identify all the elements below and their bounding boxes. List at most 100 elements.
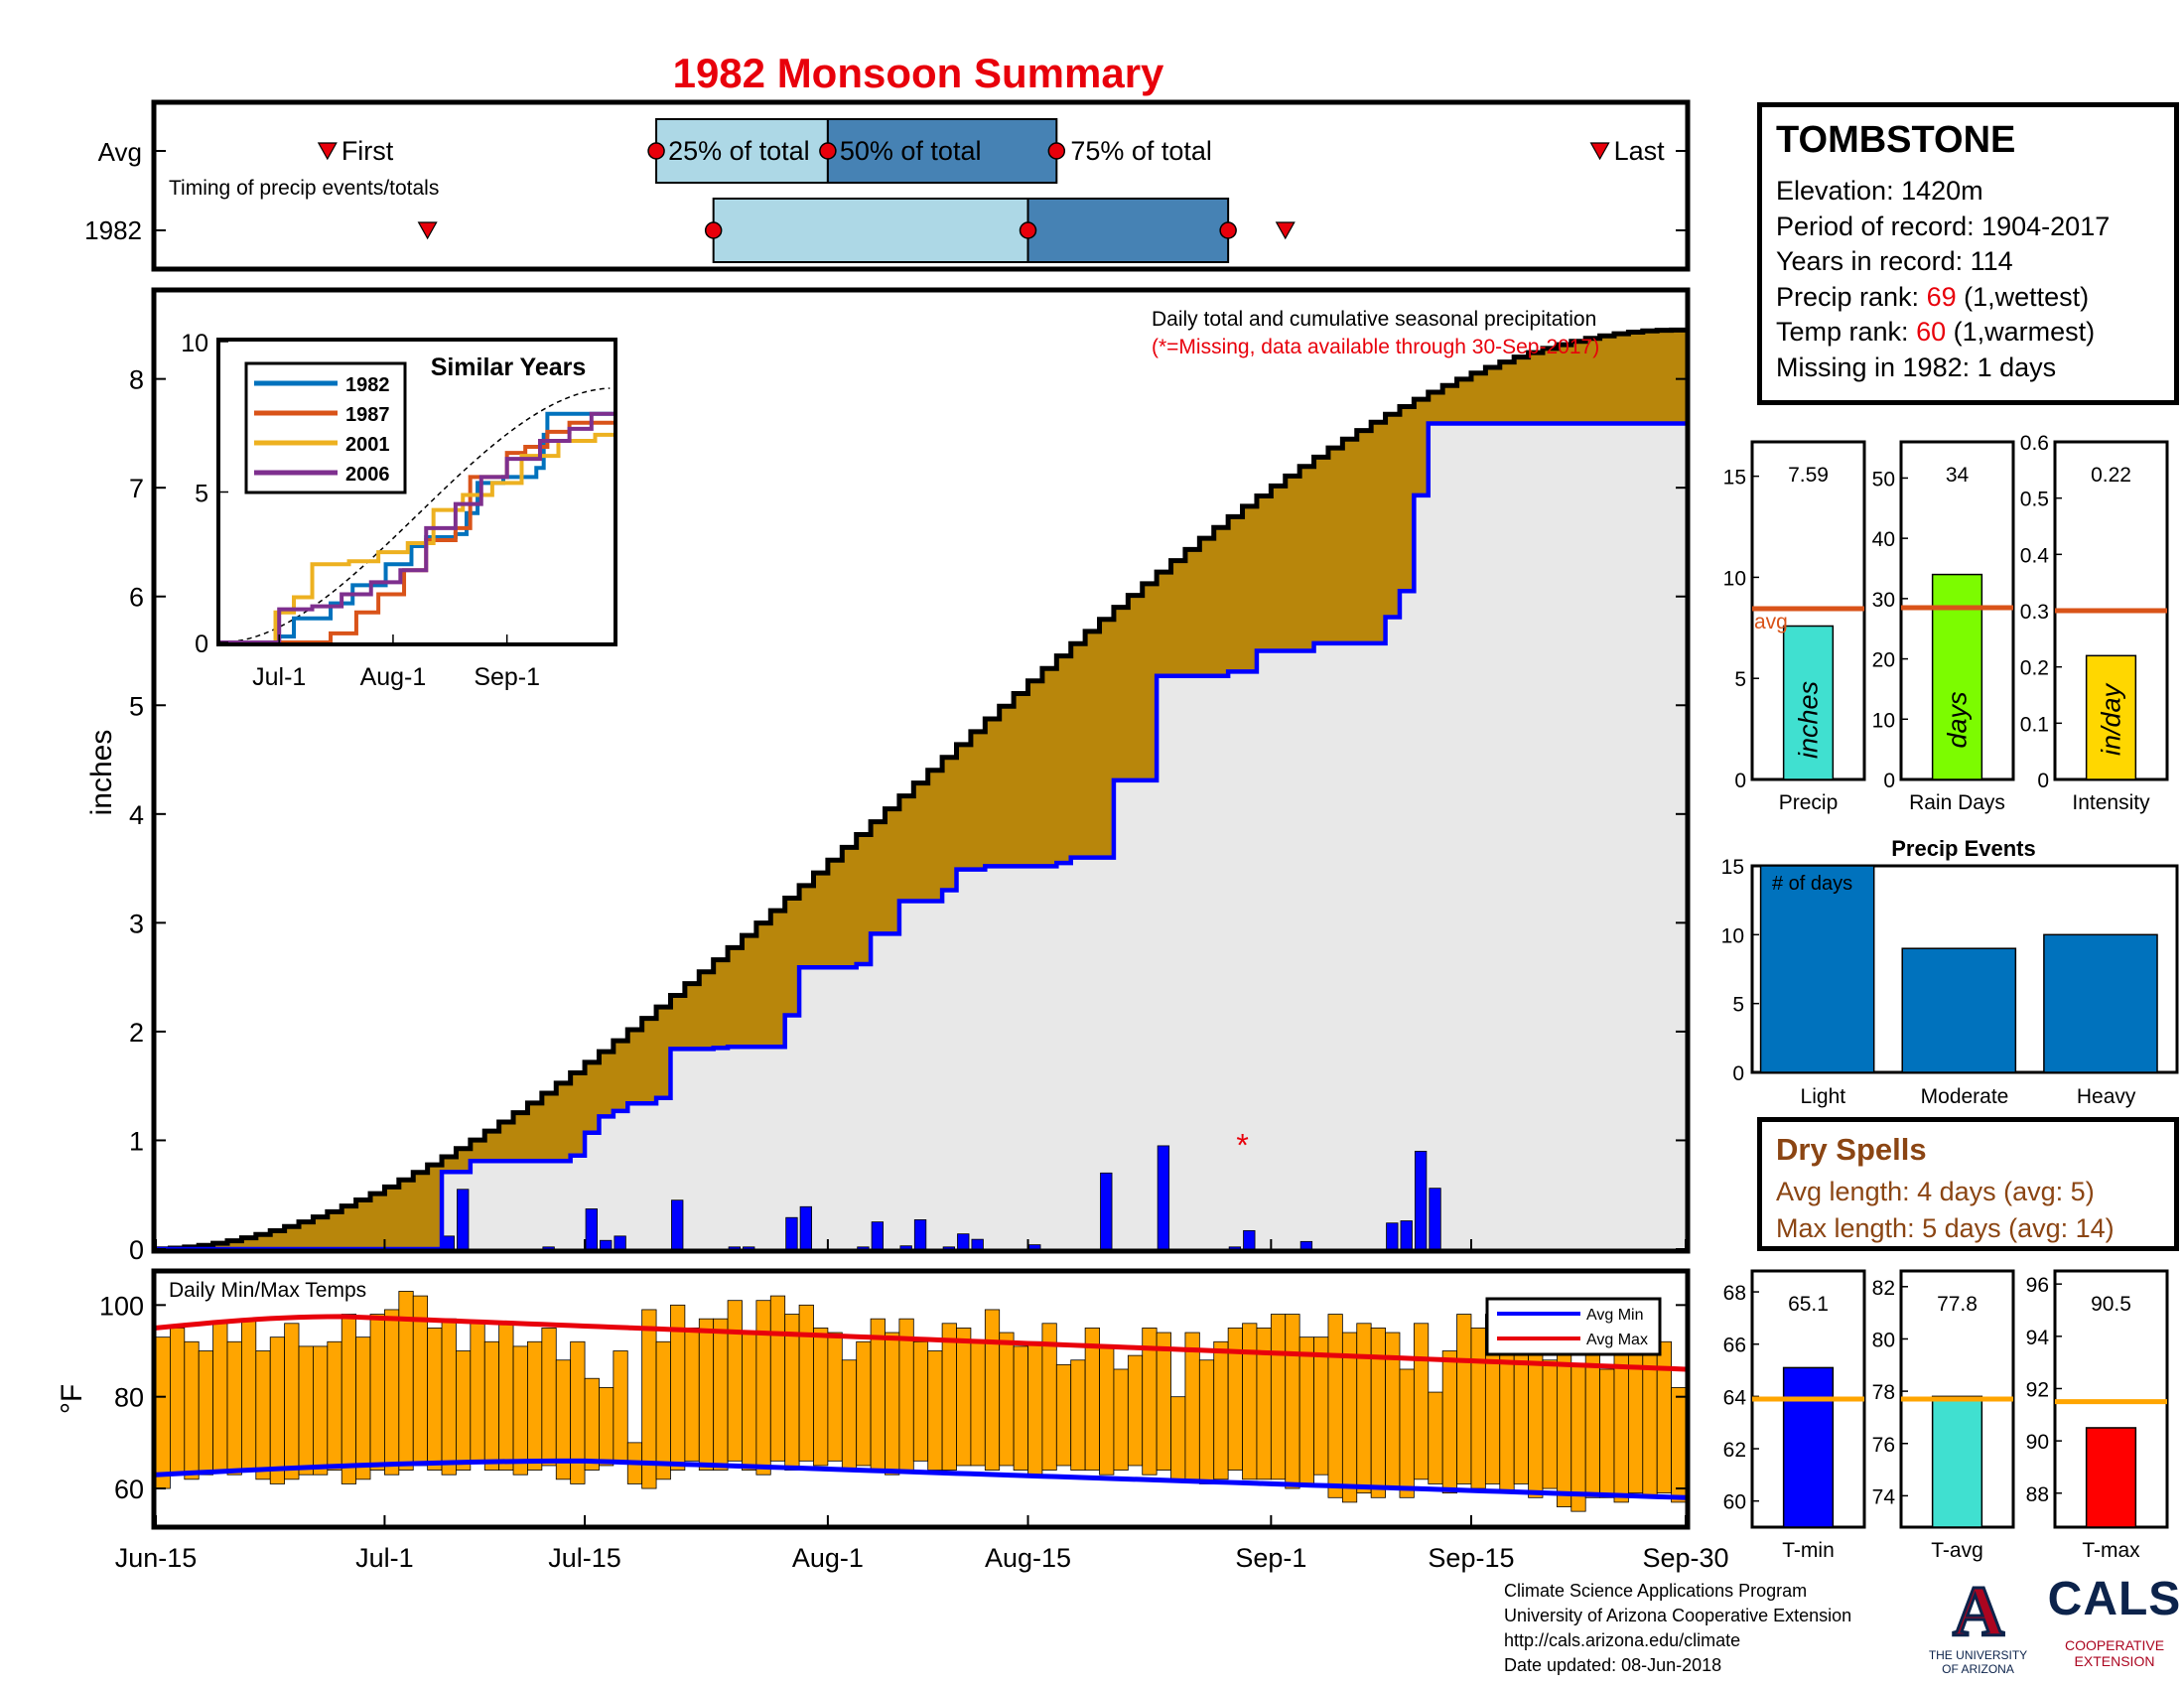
university-of-arizona-logo: A THE UNIVERSITY OF ARIZONA xyxy=(1921,1571,2035,1677)
x-tick-label: Aug-1 xyxy=(792,1543,864,1573)
precip-rank-value: 69 xyxy=(1926,281,1957,312)
daily-precip-bar xyxy=(913,1219,927,1250)
cals-logo-text: CALS xyxy=(2047,1573,2182,1625)
temp-range-bar xyxy=(155,1336,171,1489)
daily-precip-bar xyxy=(1243,1229,1256,1250)
timing-percentile-marker xyxy=(1047,142,1066,160)
cals-logo: CALS COOPERATIVE EXTENSION xyxy=(2045,1573,2184,1670)
timing-row-label-year: 1982 xyxy=(84,215,142,245)
temp-title: Daily Min/Max Temps xyxy=(169,1279,366,1302)
temp-range-bar xyxy=(813,1328,829,1467)
temp-range-bar xyxy=(1099,1345,1115,1476)
temp-range-bar xyxy=(1013,1345,1028,1471)
panel-category-label: Intensity xyxy=(2072,791,2150,814)
y-tick-label: 7 xyxy=(129,474,144,503)
temp-range-bar xyxy=(1599,1368,1615,1498)
year-cumulative-line xyxy=(156,421,1686,1252)
panel-bar xyxy=(2085,1427,2137,1528)
temp-rank-value: 60 xyxy=(1916,317,1947,347)
temp-axes: 60 80 100 xyxy=(99,1291,1687,1525)
timing-percentile-marker xyxy=(819,142,837,160)
temp-range-bar xyxy=(1441,1350,1457,1494)
panel-y-tick-label: 82 xyxy=(1872,1277,1895,1300)
temp-range-bar xyxy=(298,1345,314,1476)
temp-range-bar xyxy=(1070,1359,1086,1471)
panel-unit-label: days xyxy=(1943,691,1973,748)
temp-range-bar xyxy=(384,1309,400,1476)
temp-range-bar xyxy=(341,1314,357,1484)
panel-t_min: 60 62 64 66 68 65.1 T-min xyxy=(1723,1269,1866,1562)
precip-rank-suffix: (1,wettest) xyxy=(1956,281,2090,312)
panel-y-tick-label: 0.5 xyxy=(2020,489,2049,511)
timing-last-label: Last xyxy=(1614,136,1666,166)
temp-range-bar xyxy=(255,1350,271,1480)
main-annotation-missing: (*=Missing, data available through 30-Se… xyxy=(1152,336,1599,358)
temp-rank: Temp rank: 60 (1,warmest) xyxy=(1776,315,2160,351)
main-plot-content: * xyxy=(153,292,1686,1252)
panel-rain_days: 0 10 20 30 40 50 34 Rain Days days xyxy=(1872,440,2015,814)
timing-percentile-marker xyxy=(1019,221,1037,239)
panel-category-label: T-max xyxy=(2082,1539,2140,1562)
panel-y-tick-label: 78 xyxy=(1872,1381,1895,1404)
panel-unit-label: inches xyxy=(1794,681,1824,759)
inset-legend: 1982 1987 2001 2006 xyxy=(244,361,407,494)
temp-range-bar xyxy=(1055,1363,1072,1467)
panel-value-label: 65.1 xyxy=(1788,1293,1829,1316)
y-tick-label: 8 xyxy=(129,365,144,395)
temp-range-bar xyxy=(313,1345,329,1476)
temp-range-bar xyxy=(970,1340,986,1467)
avg-cumulative-line xyxy=(153,327,1686,1252)
inset-series-2006 xyxy=(220,411,614,644)
timing-caption: Timing of precip events/totals xyxy=(169,177,439,200)
missing-data-marker: * xyxy=(1236,1127,1248,1163)
daily-precip-bar xyxy=(1028,1244,1041,1250)
daily-precip-bar xyxy=(1414,1151,1428,1250)
temp-range-bar xyxy=(184,1340,200,1480)
panel-y-tick-label: 88 xyxy=(2026,1483,2049,1506)
panel-y-tick-label: 0 xyxy=(1883,770,1895,792)
temp-range-bar xyxy=(284,1323,300,1480)
temp-range-bar xyxy=(355,1336,371,1480)
daily-precip-bar xyxy=(457,1189,470,1250)
footer-line-1: Climate Science Applications Program xyxy=(1504,1581,1808,1601)
panel-y-tick-label: 94 xyxy=(2026,1327,2050,1349)
temp-range-bar xyxy=(1170,1396,1186,1480)
temp-range-bar xyxy=(1327,1314,1343,1498)
ua-logo-text-1: THE UNIVERSITY xyxy=(1928,1648,2028,1662)
y-tick-label: 4 xyxy=(129,800,144,830)
daily-precip-bar xyxy=(671,1199,684,1250)
panel-bar xyxy=(1782,1366,1835,1528)
x-tick-label: Sep-1 xyxy=(1235,1543,1306,1573)
daily-precip-bar xyxy=(1157,1145,1170,1250)
temp-range-bar xyxy=(212,1323,228,1471)
temp-range-bar xyxy=(1399,1368,1415,1498)
panel-bar xyxy=(2085,654,2137,780)
temp-plot-content xyxy=(155,1273,1687,1525)
panel-y-tick-label: 0.3 xyxy=(2020,601,2049,624)
temp-range-bar xyxy=(742,1332,757,1471)
panel-y-tick-label: 5 xyxy=(1732,994,1744,1017)
dry-spells-box: Dry Spells Avg length: 4 days (avg: 5) M… xyxy=(1757,1117,2179,1251)
timing-box-late xyxy=(1026,198,1230,263)
inset-legend-label: 2001 xyxy=(345,434,390,456)
footer-line-3[interactable]: http://cals.arizona.edu/climate xyxy=(1504,1630,1741,1650)
ua-logo-letter: A xyxy=(1953,1574,2004,1643)
panel-y-tick-label: 60 xyxy=(1723,1491,1746,1514)
timing-75-label: 75% of total xyxy=(1070,136,1212,166)
inset-legend-label: 2006 xyxy=(345,464,390,486)
y-tick-label: 2 xyxy=(129,1018,144,1048)
panel-y-tick-label: 0.2 xyxy=(2020,657,2049,680)
temp-range-bar xyxy=(1184,1332,1200,1480)
panel-value-label: 90.5 xyxy=(2091,1293,2131,1316)
temp-range-bar xyxy=(1456,1314,1472,1484)
timing-triangle-marker xyxy=(317,142,338,161)
panel-y-tick-label: 90 xyxy=(2026,1431,2049,1454)
panel-value-label: 7.59 xyxy=(1788,464,1829,487)
temp-range-bar xyxy=(170,1328,186,1476)
temp-range-bar xyxy=(984,1309,1001,1471)
daily-precip-bar xyxy=(1386,1222,1399,1250)
temp-range-bar xyxy=(198,1350,214,1476)
panel-avg-label: avg xyxy=(1754,611,1788,633)
timing-box-late xyxy=(826,118,1058,184)
